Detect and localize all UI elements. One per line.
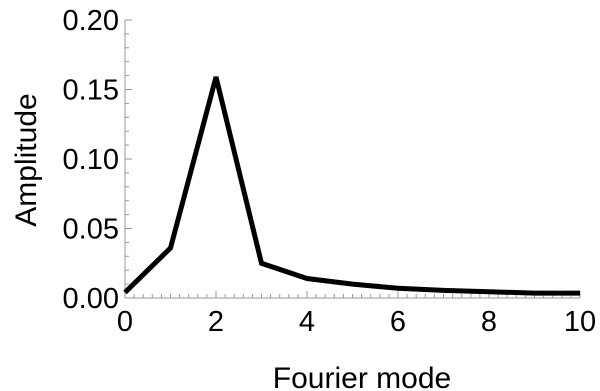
x-axis-label: Fourier mode [273, 362, 451, 391]
x-tick-label: 4 [299, 306, 315, 338]
y-tick-label: 0.00 [63, 283, 119, 315]
y-tick-label: 0.15 [63, 75, 119, 107]
series-line [123, 76, 580, 296]
series [123, 76, 580, 296]
x-tick-label: 6 [390, 306, 406, 338]
tick-labels: 0 2 4 6 8 10 0.00 0.05 0.10 0.15 0.20 [63, 5, 597, 338]
x-tick-label: 10 [564, 306, 596, 338]
x-tick-label: 8 [481, 306, 497, 338]
x-tick-label: 0 [117, 306, 133, 338]
y-tick-label: 0.05 [63, 214, 119, 246]
y-tick-label: 0.20 [63, 5, 119, 37]
x-tick-label: 2 [208, 306, 224, 338]
y-tick-label: 0.10 [63, 144, 119, 176]
y-axis-label: Amplitude [10, 93, 43, 226]
